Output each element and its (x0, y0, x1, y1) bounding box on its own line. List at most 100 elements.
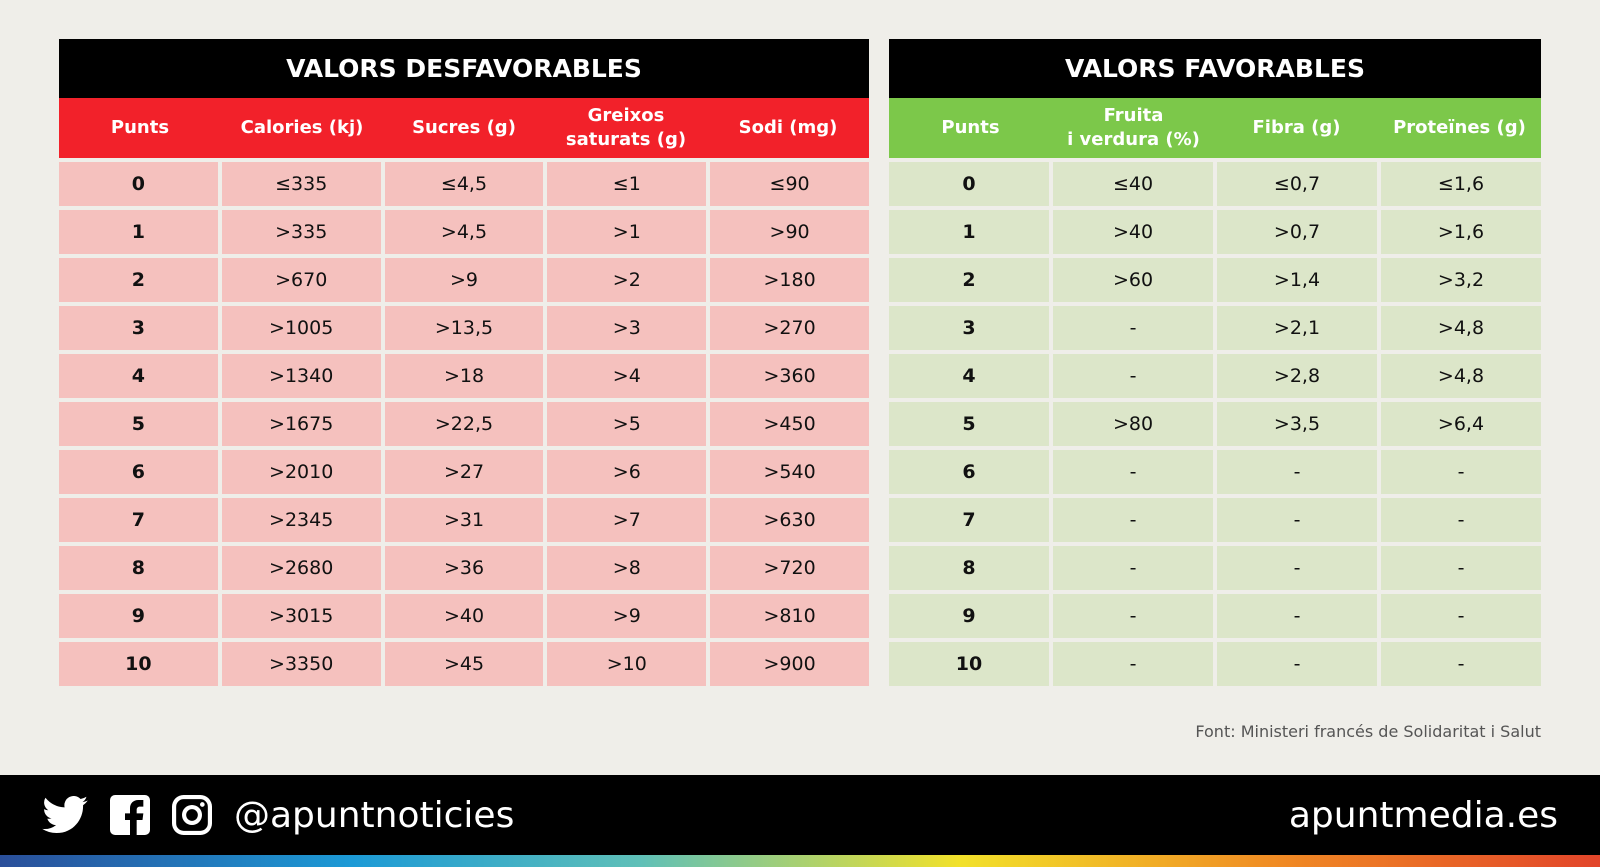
unfavorable-value-cell: ≤4,5 (384, 162, 544, 206)
favorable-points-cell: 3 (889, 306, 1049, 350)
unfavorable-points-cell: 0 (59, 162, 218, 206)
favorable-points-cell: 9 (889, 594, 1049, 638)
rainbow-stripe (0, 855, 1600, 867)
favorable-value-cell: >4,8 (1381, 306, 1541, 350)
unfavorable-value-cell: >10 (547, 642, 707, 686)
favorable-value-cell: >3,2 (1381, 258, 1541, 302)
unfavorable-value-cell: >720 (710, 546, 869, 590)
unfavorable-value-cell: >18 (384, 354, 544, 398)
unfavorable-table: VALORS DESFAVORABLES Punts Calories (kj) S… (59, 39, 869, 690)
unfavorable-value-cell: >360 (710, 354, 869, 398)
unfavorable-value-cell: >810 (710, 594, 869, 638)
unfavorable-column-header: Greixos saturats (g) (565, 105, 687, 150)
unfavorable-column-header: Sodi (mg) (738, 117, 838, 138)
favorable-points-cell: 0 (889, 162, 1049, 206)
favorable-value-cell: - (1217, 450, 1377, 494)
unfavorable-points-cell: 1 (59, 210, 218, 254)
unfavorable-value-cell: >4,5 (384, 210, 544, 254)
social-handle[interactable]: @apuntnoticies (234, 794, 515, 836)
favorable-value-cell: ≤1,6 (1381, 162, 1541, 206)
unfavorable-value-cell: >31 (384, 498, 544, 542)
favorable-value-cell: >60 (1053, 258, 1213, 302)
unfavorable-value-cell: >1340 (221, 354, 381, 398)
unfavorable-value-cell: >670 (221, 258, 381, 302)
favorable-points-cell: 6 (889, 450, 1049, 494)
favorable-value-cell: - (1217, 546, 1377, 590)
website-link[interactable]: apuntmedia.es (1288, 794, 1558, 836)
footer-bar: @apuntnoticies apuntmedia.es (0, 775, 1600, 855)
unfavorable-value-cell: >22,5 (384, 402, 544, 446)
favorable-value-cell: - (1053, 594, 1213, 638)
favorable-points-cell: 10 (889, 642, 1049, 686)
unfavorable-value-cell: >270 (710, 306, 869, 350)
unfavorable-points-cell: 3 (59, 306, 218, 350)
unfavorable-points-cell: 5 (59, 402, 218, 446)
unfavorable-title: VALORS DESFAVORABLES (59, 39, 869, 98)
favorable-value-cell: - (1217, 594, 1377, 638)
favorable-value-cell: >0,7 (1217, 210, 1377, 254)
favorable-points-cell: 7 (889, 498, 1049, 542)
unfavorable-value-cell: >1675 (221, 402, 381, 446)
favorable-column-header: Fruita i verdura (%) (1067, 105, 1200, 150)
favorable-value-cell: - (1381, 546, 1541, 590)
unfavorable-value-cell: >45 (384, 642, 544, 686)
twitter-icon[interactable] (42, 796, 88, 834)
instagram-icon[interactable] (172, 795, 212, 835)
unfavorable-points-cell: 4 (59, 354, 218, 398)
favorable-value-cell: >3,5 (1217, 402, 1377, 446)
source-note: Font: Ministeri francés de Solidaritat i… (1195, 722, 1541, 741)
unfavorable-value-cell: >2680 (221, 546, 381, 590)
unfavorable-value-cell: ≤90 (710, 162, 869, 206)
unfavorable-value-cell: >900 (710, 642, 869, 686)
unfavorable-points-cell: 10 (59, 642, 218, 686)
favorable-title: VALORS FAVORABLES (889, 39, 1541, 98)
unfavorable-column-header: Punts (110, 117, 170, 138)
favorable-value-cell: - (1381, 498, 1541, 542)
favorable-value-cell: - (1053, 498, 1213, 542)
unfavorable-value-cell: >4 (547, 354, 707, 398)
favorable-value-cell: - (1053, 546, 1213, 590)
unfavorable-value-cell: >9 (384, 258, 544, 302)
unfavorable-points-cell: 7 (59, 498, 218, 542)
unfavorable-points-cell: 6 (59, 450, 218, 494)
unfavorable-value-cell: >180 (710, 258, 869, 302)
unfavorable-points-cell: 8 (59, 546, 218, 590)
unfavorable-value-cell: >90 (710, 210, 869, 254)
favorable-value-cell: >2,8 (1217, 354, 1377, 398)
favorable-points-cell: 8 (889, 546, 1049, 590)
unfavorable-value-cell: >3 (547, 306, 707, 350)
unfavorable-points-cell: 2 (59, 258, 218, 302)
favorable-points-cell: 4 (889, 354, 1049, 398)
unfavorable-value-cell: >1 (547, 210, 707, 254)
unfavorable-points-cell: 9 (59, 594, 218, 638)
favorable-value-cell: >1,6 (1381, 210, 1541, 254)
unfavorable-value-cell: >3015 (221, 594, 381, 638)
favorable-value-cell: - (1381, 594, 1541, 638)
unfavorable-value-cell: >27 (384, 450, 544, 494)
unfavorable-value-cell: >3350 (221, 642, 381, 686)
unfavorable-value-cell: >2345 (221, 498, 381, 542)
facebook-icon[interactable] (110, 795, 150, 835)
unfavorable-column-header: Sucres (g) (412, 117, 516, 138)
favorable-value-cell: - (1217, 642, 1377, 686)
unfavorable-value-cell: >2 (547, 258, 707, 302)
favorable-value-cell: - (1053, 306, 1213, 350)
unfavorable-value-cell: >13,5 (384, 306, 544, 350)
favorable-value-cell: ≤0,7 (1217, 162, 1377, 206)
favorable-value-cell: >1,4 (1217, 258, 1377, 302)
favorable-table: VALORS FAVORABLES Punts Fruita i verdura … (889, 39, 1541, 690)
favorable-header-row: Punts Fruita i verdura (%) Fibra (g) Proteï… (889, 98, 1541, 158)
unfavorable-value-cell: >5 (547, 402, 707, 446)
unfavorable-value-cell: >450 (710, 402, 869, 446)
unfavorable-header-row: Punts Calories (kj) Sucres (g) Greixos satu… (59, 98, 869, 158)
favorable-value-cell: - (1381, 450, 1541, 494)
favorable-value-cell: ≤40 (1053, 162, 1213, 206)
favorable-value-cell: >6,4 (1381, 402, 1541, 446)
favorable-points-cell: 5 (889, 402, 1049, 446)
unfavorable-value-cell: >36 (384, 546, 544, 590)
favorable-value-cell: >40 (1053, 210, 1213, 254)
unfavorable-body: 0 ≤335 ≤4,5 ≤1 ≤90 1 >335 >4,5 >1 >90 2 >670 >9 >2 >18… (59, 162, 869, 690)
unfavorable-value-cell: >7 (547, 498, 707, 542)
unfavorable-value-cell: >9 (547, 594, 707, 638)
favorable-value-cell: - (1217, 498, 1377, 542)
